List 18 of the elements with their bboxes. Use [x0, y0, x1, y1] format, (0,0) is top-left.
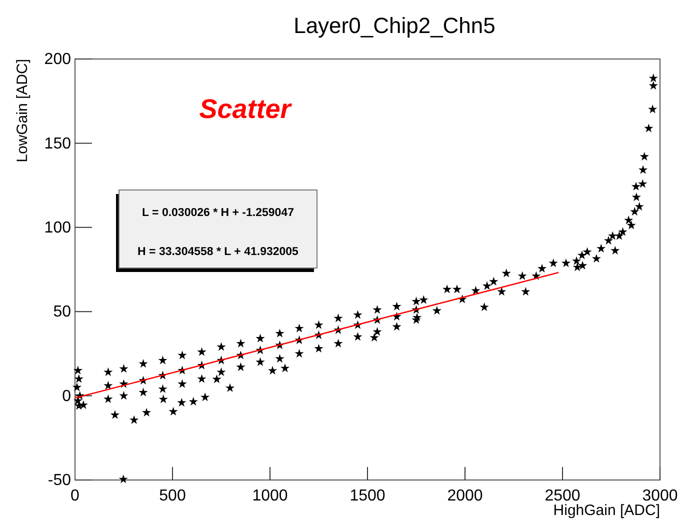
y-tick-label: 0 — [62, 388, 72, 405]
chart-title: Layer0_Chip2_Chn5 — [294, 13, 496, 38]
y-tick-label: 50 — [53, 304, 72, 321]
x-tick-label: 1000 — [252, 487, 288, 504]
y-tick-label: -50 — [48, 472, 72, 490]
y-tick-label: 200 — [44, 51, 72, 68]
x-tick-label: 3000 — [642, 487, 678, 504]
annotation: L = 0.030026 * H + -1.259047 — [142, 207, 294, 219]
y-axis-title: LowGain [ADC] — [14, 59, 31, 162]
x-tick-label: 500 — [159, 487, 186, 504]
x-axis-title: HighGain [ADC] — [553, 502, 660, 519]
y-tick-label: 150 — [44, 135, 72, 152]
annotation: Scatter — [199, 94, 292, 124]
annotation: H = 33.304558 * L + 41.932005 — [138, 246, 300, 258]
x-tick-label: 2000 — [447, 487, 483, 504]
x-tick-label: 1500 — [350, 487, 386, 504]
x-tick-label: 2500 — [544, 487, 580, 504]
y-tick-label: 100 — [44, 220, 72, 237]
